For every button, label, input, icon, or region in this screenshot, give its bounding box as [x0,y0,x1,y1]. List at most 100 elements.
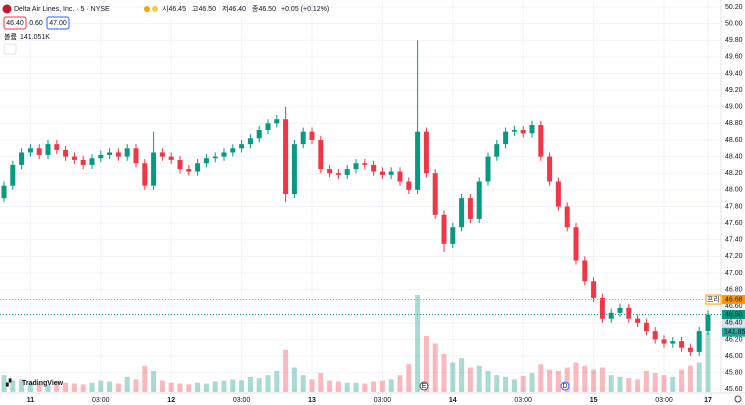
candle-body [626,307,632,319]
last-price-box [722,310,745,320]
volume-bar [643,370,649,392]
volume-bar [687,365,693,392]
candle-body [696,331,702,352]
volume-bar [362,383,368,392]
candle-body [670,341,676,344]
ohlc-change: +0.05 (+0.12%) [281,6,329,13]
volume-bar [353,382,359,392]
volume-bar [511,379,517,392]
candle-body [168,156,174,160]
candle-body [291,144,297,194]
candle-body [309,131,315,140]
volume-bar [503,376,509,392]
candle-body [63,149,69,157]
bid-box[interactable] [3,16,27,30]
ohlc-low: 저46.40 [222,4,246,13]
volume-bar [335,381,341,392]
spread: 0.60 [29,20,43,27]
x-tick-label: 13 [308,397,316,404]
x-tick-label: 11 [27,397,35,404]
candle-body [142,163,148,186]
logo-text: TradingView [22,380,64,387]
volume-bar [467,367,473,392]
volume-bar [45,384,51,392]
settings-icon[interactable] [734,395,742,403]
y-tick-label: 48.40 [725,153,743,160]
event-marker[interactable] [560,381,570,391]
volume-bar [107,381,113,392]
candle-body [212,156,218,159]
y-tick-label: 49.40 [725,70,743,77]
volume-bar [230,379,236,392]
x-tick-label: 03:00 [514,397,532,404]
candle-body [371,164,377,172]
event-label: E [422,383,427,390]
candle-body [388,171,394,175]
candle-body [379,171,385,175]
candle-body [511,130,517,132]
y-tick-label: 47.40 [725,237,743,244]
candle-body [687,347,693,352]
price-labels: 프리 46.68 46.40 46.50 141.85 [0,294,745,337]
volume-bar [494,375,500,392]
collapse-button[interactable] [3,43,17,55]
candle-body [652,331,658,340]
y-tick-label: 48.60 [725,137,743,144]
volume-bar [80,384,86,392]
candle-body [230,148,236,153]
volume-bar [27,382,33,392]
candle-body [10,164,16,186]
volume-bar [670,376,676,392]
chart-title[interactable]: Delta Air Lines, Inc. · 5 · NYSE [14,6,110,13]
volume-bar [124,376,130,392]
volume-bar [71,383,77,392]
candle-body [300,131,306,145]
x-tick-label: 12 [167,397,175,404]
axes: 45.60 45.80 46.00 46.20 46.40 46.60 46.80 47.00… [27,4,743,404]
candle-body [71,156,77,160]
volume-bar [406,364,412,392]
x-tick-label: 03:00 [655,397,673,404]
candle-body [538,125,544,157]
y-tick-label: 50.20 [725,4,743,11]
candle-body [274,119,280,124]
volume-box [722,327,745,337]
volume-bar [283,349,289,392]
volume-bar [555,370,561,392]
candle-body [54,144,60,150]
event-marker[interactable] [419,381,429,391]
candle-body [582,260,588,282]
y-tick-label: 46.80 [725,286,743,293]
volume-bar [538,364,544,392]
premarket-label: 46.68 [725,296,743,303]
y-tick-label: 47.20 [725,253,743,260]
candle-body [503,131,509,145]
y-tick-label: 45.80 [725,370,743,377]
candle-body [89,158,95,165]
volume-bar [529,373,535,392]
volume-bar [274,370,280,392]
volume-bar [168,382,174,392]
ask-box[interactable] [46,16,70,30]
y-tick-label: 48.80 [725,120,743,127]
volume-bar [652,373,658,392]
volume-bar [626,378,632,392]
volume-bar [300,375,306,392]
candle-body [19,152,25,165]
volume-bar [151,370,157,392]
volume-bar [318,373,324,392]
candle-body [133,148,139,164]
volume-bar [36,383,42,392]
volume-bar [582,365,588,392]
volume-bar [679,369,685,392]
candle-body [124,148,130,157]
candle-body [679,341,685,348]
volume-bar [617,376,623,392]
candle-body [643,322,649,332]
volume-bar [423,335,429,392]
volume-bar [450,362,456,392]
candle-body [186,169,192,172]
volume-bar [212,381,218,392]
candle-body [520,130,526,134]
